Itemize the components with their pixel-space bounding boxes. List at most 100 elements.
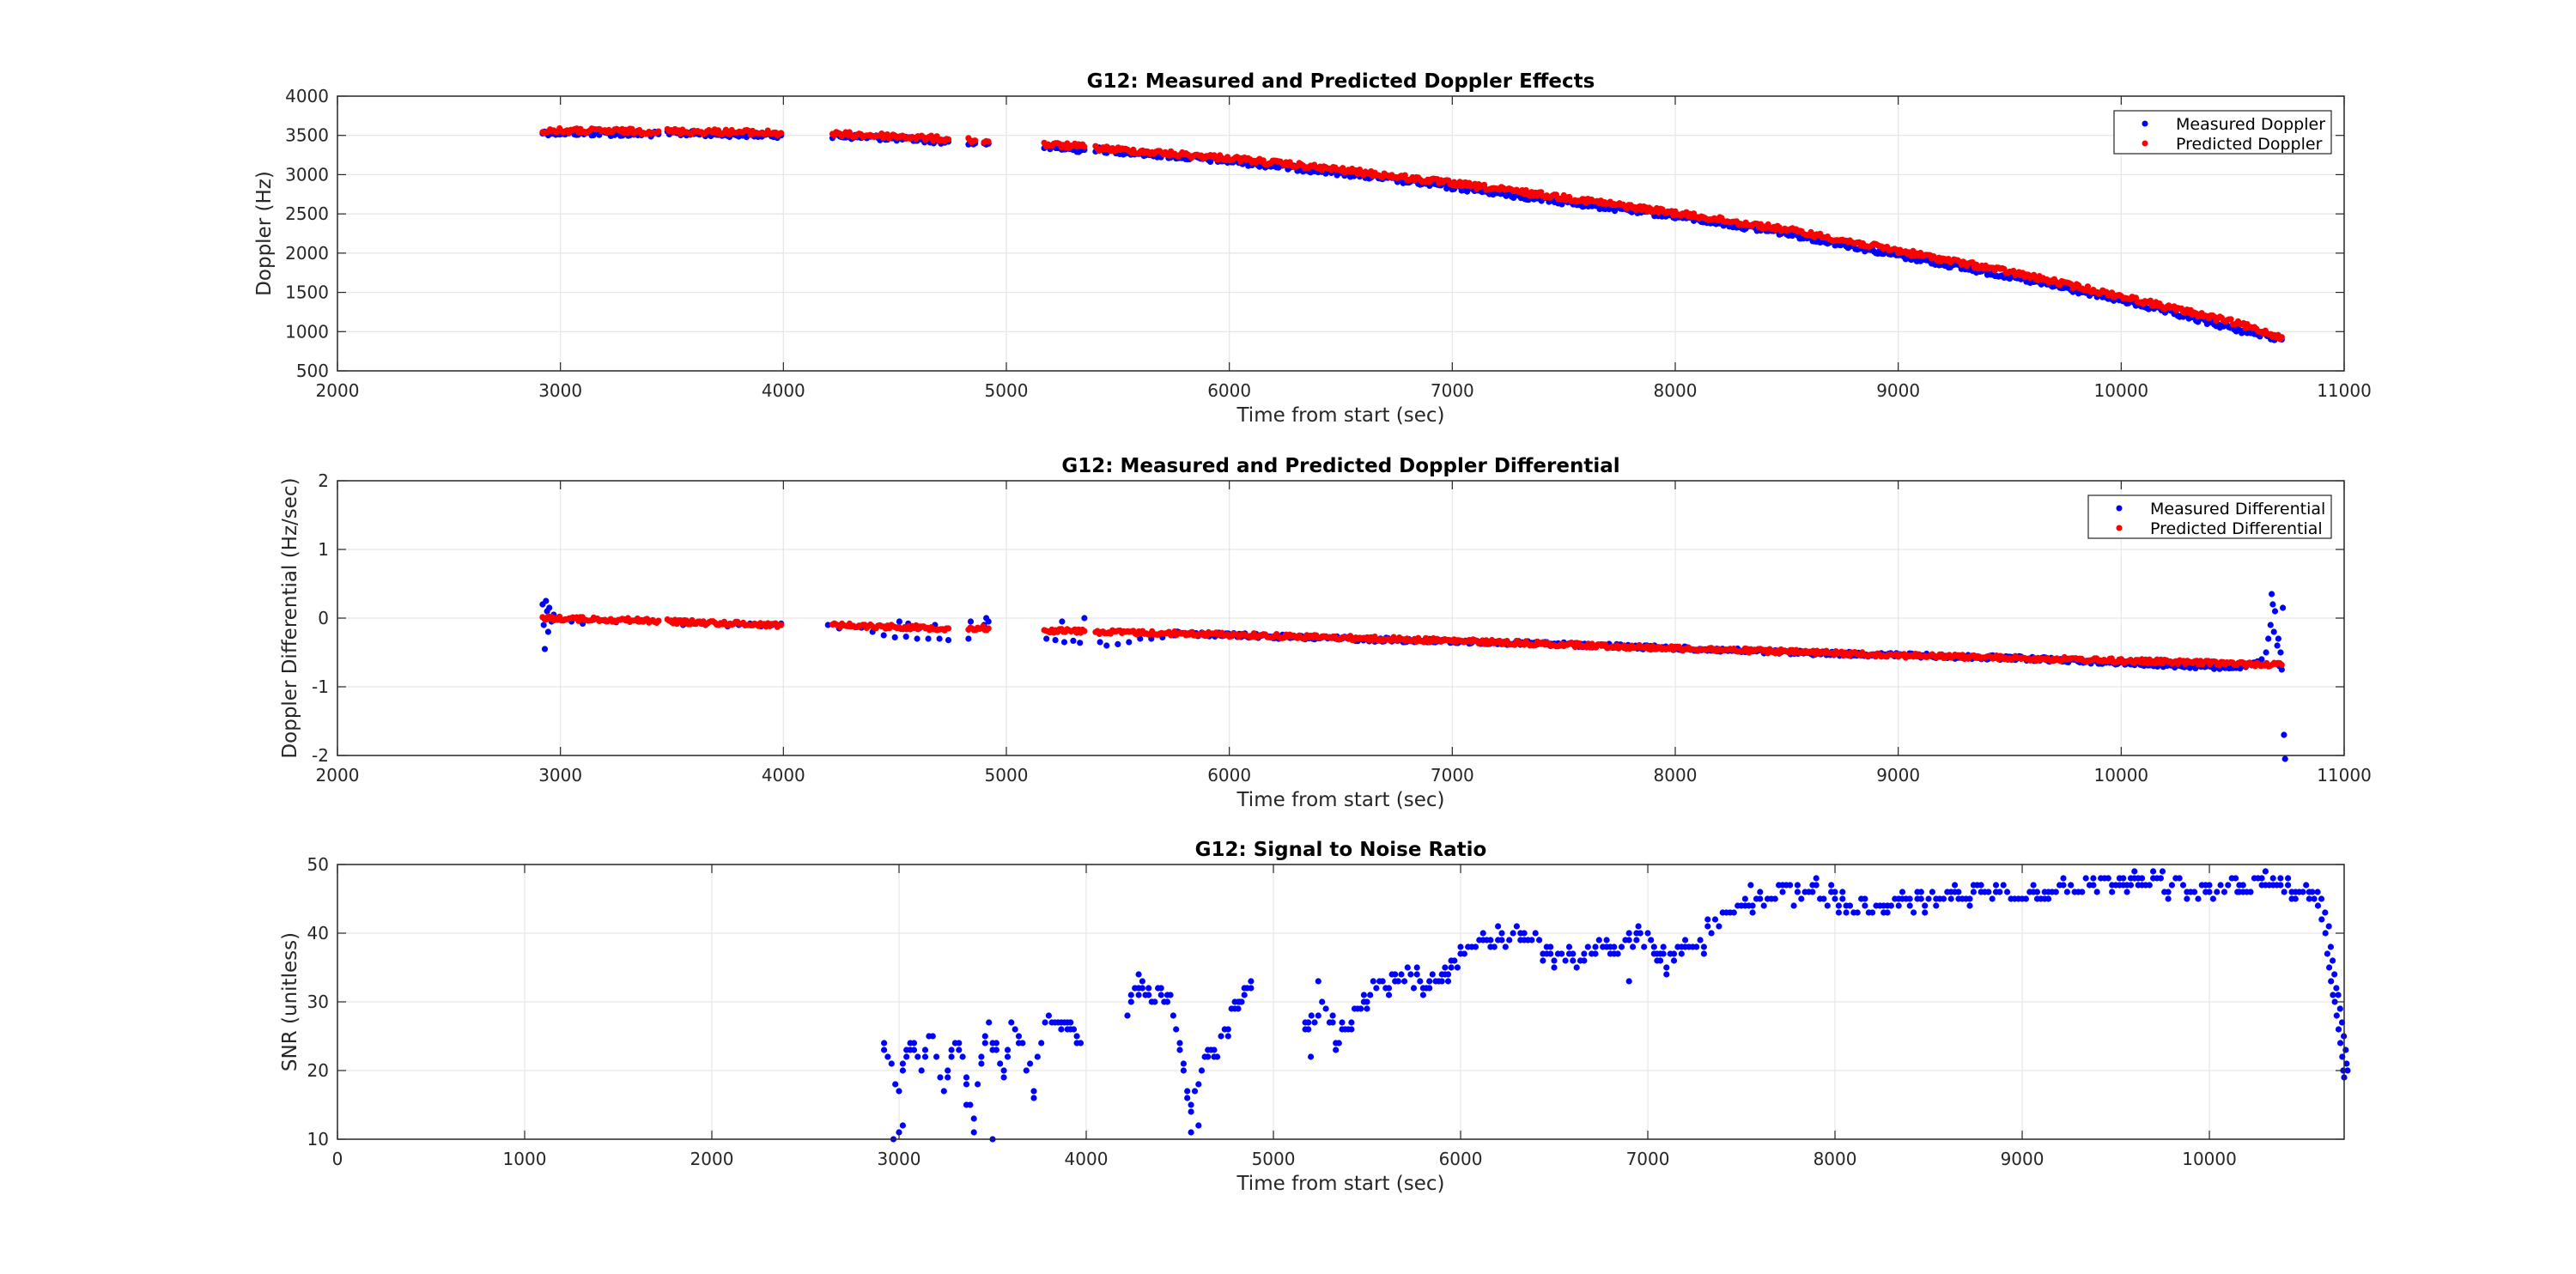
snr-point	[1635, 923, 1642, 930]
snr-point	[1004, 1046, 1012, 1053]
chart-title: G12: Signal to Noise Ratio	[1195, 839, 1487, 861]
y-axis-label: Doppler (Hz)	[253, 171, 276, 296]
measured-differential-point	[2275, 635, 2281, 642]
snr-point	[921, 1046, 929, 1053]
measured-differential-point	[2281, 731, 2287, 738]
snr-point	[1581, 957, 1588, 964]
snr-point	[1373, 985, 1380, 992]
snr-point	[1660, 950, 1667, 957]
snr-point	[2303, 882, 2310, 889]
y-ticks: 500 1000 1500 2000 2500 3000 3500 4000	[285, 86, 2344, 381]
snr-point	[1000, 1074, 1007, 1081]
x-tick-label: 0	[332, 1149, 343, 1169]
snr-point	[1444, 971, 1452, 978]
x-tick-label: 10000	[2094, 380, 2149, 401]
y-tick-label: 2000	[285, 243, 329, 264]
measured-differential-point	[2274, 642, 2281, 649]
snr-point	[1660, 943, 1667, 950]
snr-point	[1491, 943, 1498, 950]
snr-point	[2333, 985, 2340, 992]
snr-point	[1966, 902, 1973, 909]
snr-point	[1429, 971, 1436, 978]
predicted-doppler-point	[1481, 181, 1488, 188]
snr-point	[1922, 909, 1929, 916]
snr-point	[1644, 930, 1651, 937]
x-tick-label: 8000	[1654, 765, 1698, 786]
y-tick-label: 0	[318, 608, 329, 628]
snr-point	[1779, 889, 1786, 895]
snr-point	[956, 1046, 963, 1053]
snr-point	[1716, 923, 1722, 930]
measured-differential-point	[543, 598, 550, 604]
measured-differential-point	[936, 635, 943, 642]
snr-point	[1760, 902, 1767, 909]
snr-point	[1198, 1067, 1206, 1074]
snr-point	[1697, 937, 1704, 943]
snr-point	[1451, 957, 1458, 964]
y-tick-label: -1	[312, 676, 329, 697]
predicted-doppler-point	[778, 130, 785, 136]
snr-point	[1012, 1026, 1018, 1033]
snr-point	[1322, 1005, 1329, 1012]
snr-point	[2225, 882, 2232, 889]
snr-point	[2105, 875, 2111, 882]
snr-point	[1978, 882, 1984, 889]
snr-point	[1839, 895, 1846, 902]
snr-point	[1398, 971, 1405, 978]
snr-point	[1426, 978, 1433, 985]
snr-point	[1045, 1012, 1052, 1019]
snr-point	[1173, 1026, 1180, 1033]
snr-point	[1030, 1095, 1037, 1101]
snr-point	[929, 1033, 936, 1040]
snr-point	[981, 1033, 988, 1040]
snr-point	[1630, 943, 1637, 950]
snr-point	[1073, 1033, 1080, 1040]
y-axis-label: Doppler Differential (Hz/sec)	[279, 477, 301, 758]
snr-point	[1911, 909, 1917, 916]
snr-point	[1348, 1026, 1355, 1033]
snr-point	[1832, 895, 1838, 902]
predicted-differential-point	[985, 625, 992, 632]
snr-point	[1224, 1026, 1231, 1033]
x-tick-label: 2000	[690, 1149, 734, 1169]
x-axis-label: Time from start (sec)	[1236, 404, 1444, 427]
snr-point	[1704, 923, 1711, 930]
snr-point	[2150, 868, 2157, 875]
snr-point	[2330, 957, 2336, 964]
snr-point	[1917, 895, 1924, 902]
snr-point	[1513, 923, 1520, 930]
x-tick-label: 5000	[985, 380, 1029, 401]
snr-point	[2146, 882, 2153, 889]
y-tick-label: 20	[307, 1060, 329, 1081]
snr-point	[1030, 1088, 1037, 1095]
snr-point	[2322, 909, 2329, 916]
snr-point	[2269, 875, 2276, 882]
measured-differential-point	[1126, 639, 1133, 646]
snr-point	[2336, 1005, 2343, 1012]
snr-point	[2221, 889, 2228, 895]
snr-point	[918, 1067, 925, 1074]
snr-point	[1846, 902, 1854, 909]
snr-point	[1235, 1005, 1242, 1012]
snr-point	[2000, 882, 2007, 889]
x-tick-label: 3000	[878, 1149, 921, 1169]
snr-point	[2131, 868, 2138, 875]
snr-point	[2090, 882, 2097, 889]
snr-point	[1364, 1005, 1370, 1012]
legend-label-predicted-differential: Predicted Differential	[2150, 519, 2323, 538]
y-tick-label: -2	[312, 745, 329, 766]
snr-point	[2318, 895, 2325, 902]
snr-point	[1127, 998, 1134, 1005]
snr-point	[1195, 1081, 1202, 1088]
predicted-doppler-point	[2227, 316, 2234, 323]
snr-point	[2157, 875, 2164, 882]
x-tick-label: 7000	[1431, 380, 1474, 401]
snr-point	[2239, 882, 2246, 889]
snr-point	[1364, 998, 1370, 1005]
snr-point	[1637, 930, 1643, 937]
snr-point	[1167, 992, 1174, 998]
snr-point	[1633, 937, 1640, 943]
snr-point	[1139, 978, 1145, 985]
measured-differential-point	[902, 634, 909, 640]
snr-point	[1205, 1053, 1212, 1060]
